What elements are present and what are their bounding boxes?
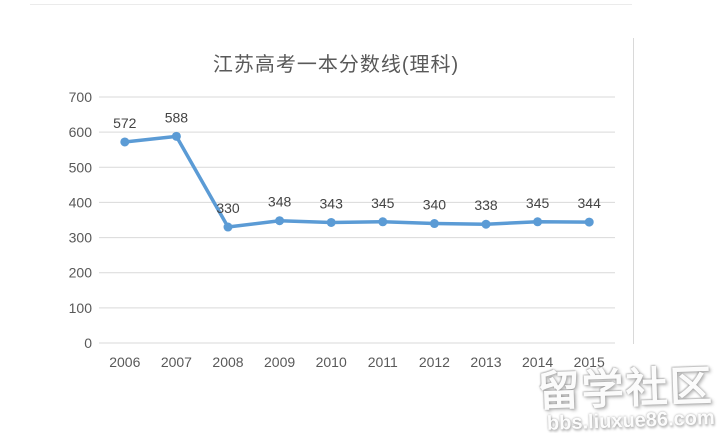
- x-axis-tick-labels: 2006 2007 2008 2009 2010 2011 2012 2013 2014 2015: [109, 354, 605, 370]
- x-tick-label: 2009: [264, 354, 295, 370]
- data-point-label: 340: [423, 197, 447, 213]
- data-point-labels: 572 588 330 348 343 345 340 338 345 344: [113, 109, 601, 216]
- x-tick-label: 2010: [316, 354, 347, 370]
- y-axis-tick-labels: 0 100 200 300 400 500 600 700: [69, 89, 93, 351]
- data-point-label: 588: [165, 109, 189, 125]
- gridlines: [99, 96, 615, 344]
- x-tick-label: 2013: [470, 354, 501, 370]
- y-tick-label: 300: [69, 230, 93, 246]
- y-tick-label: 600: [69, 124, 93, 140]
- y-tick-label: 700: [69, 89, 93, 105]
- data-point-label: 330: [216, 200, 240, 216]
- data-point-marker: [429, 219, 439, 229]
- data-point-marker: [171, 131, 181, 141]
- y-tick-label: 200: [69, 265, 93, 281]
- chart-title: 江苏高考一本分数线(理科): [212, 54, 460, 76]
- data-point-label: 348: [268, 194, 292, 210]
- data-point-label: 343: [320, 195, 344, 211]
- x-tick-label: 2006: [109, 354, 140, 370]
- data-point-label: 338: [474, 197, 498, 213]
- data-point-marker: [275, 216, 285, 226]
- data-point-marker: [481, 219, 491, 229]
- data-point-marker: [120, 137, 130, 147]
- y-tick-label: 100: [69, 300, 93, 316]
- x-tick-label: 2011: [368, 354, 398, 370]
- data-point-marker: [223, 222, 233, 232]
- data-point-marker: [584, 217, 594, 227]
- y-tick-label: 0: [84, 335, 92, 351]
- data-point-label: 344: [578, 195, 602, 211]
- data-point-label: 345: [371, 195, 395, 211]
- frame-top-border: [30, 4, 632, 5]
- data-point-marker: [378, 217, 388, 227]
- x-tick-label: 2015: [574, 354, 605, 370]
- y-tick-label: 400: [69, 194, 93, 210]
- data-point-label: 345: [526, 195, 550, 211]
- data-series-line: [123, 134, 591, 229]
- y-tick-label: 500: [69, 159, 93, 175]
- data-point-marker: [326, 217, 336, 227]
- data-point-marker: [533, 217, 543, 227]
- frame-right-border: [633, 38, 634, 344]
- data-point-label: 572: [113, 115, 137, 131]
- x-tick-label: 2007: [161, 354, 192, 370]
- x-tick-label: 2008: [212, 354, 243, 370]
- x-tick-label: 2012: [419, 354, 450, 370]
- x-tick-label: 2014: [522, 354, 553, 370]
- data-point-markers: [120, 131, 594, 232]
